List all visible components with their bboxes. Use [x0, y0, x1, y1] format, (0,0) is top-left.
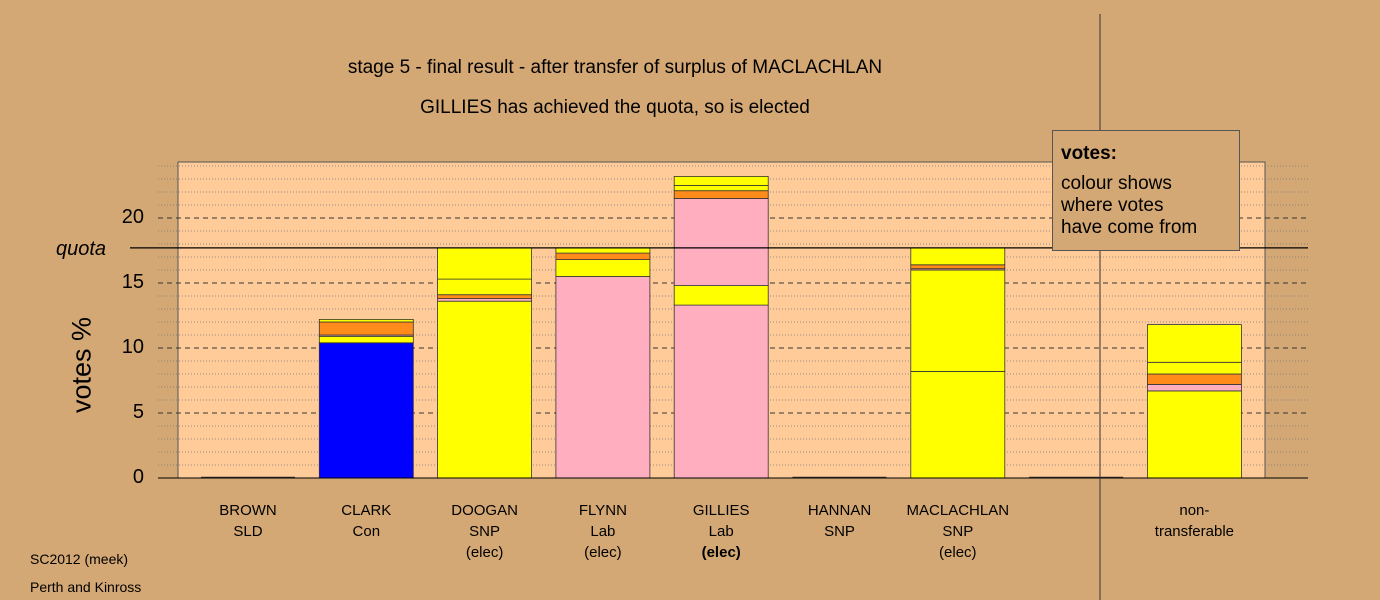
candidate-status: (elec) [939, 544, 977, 561]
bar-segment [673, 175, 769, 186]
bar-segment [318, 321, 414, 336]
bar-segment [555, 276, 651, 479]
bar-segment [910, 269, 1006, 372]
y-tick-label: 10 [121, 336, 144, 358]
bar-segment [673, 198, 769, 286]
footnote-source: SC2012 (meek) [30, 551, 129, 567]
legend-title: votes: [1061, 143, 1117, 164]
candidate-name: CLARK [341, 502, 392, 519]
bar-segment [318, 318, 414, 323]
bar-segment [437, 278, 533, 296]
bar-segment [673, 285, 769, 306]
candidate-status: (elec) [584, 544, 622, 561]
y-tick-label: 5 [132, 401, 144, 423]
candidate-party: SLD [233, 523, 263, 540]
bar-segment [555, 252, 651, 261]
candidate-name: non- [1179, 502, 1210, 519]
bar-segment [910, 247, 1006, 266]
candidate-label: DOOGAN SNP (elec) [420, 500, 550, 563]
candidate-status: (elec) [465, 544, 504, 561]
bar-segment [1147, 373, 1242, 385]
candidate-name: FLYNN [578, 502, 627, 519]
candidate-party: SNP [824, 523, 855, 540]
candidate-party: Lab [590, 523, 616, 540]
candidate-party: SNP [942, 523, 974, 540]
candidate-name: BROWN [219, 502, 277, 519]
y-tick-label: 20 [121, 206, 144, 228]
candidate-name: GILLIES [692, 502, 750, 519]
candidate-label: BROWN SLD [183, 500, 313, 542]
bar-segment [555, 247, 651, 254]
bar-segment [673, 190, 769, 199]
candidate-status: (elec) [701, 544, 741, 561]
bar-segment [555, 259, 651, 277]
candidate-name: MACLACHLAN [906, 502, 1010, 519]
candidate-name: DOOGAN [451, 502, 518, 519]
candidate-party: Con [352, 523, 381, 540]
bar-segment [318, 335, 414, 344]
candidate-label: GILLIES Lab (elec) [656, 500, 786, 563]
candidate-label: HANNAN SNP [775, 500, 905, 542]
bar-segment [437, 300, 533, 479]
candidate-label: non-transferable [1129, 500, 1259, 542]
bar-segment [318, 342, 414, 479]
candidate-party: Lab [708, 523, 734, 540]
y-tick-label: 15 [121, 271, 144, 293]
legend-text: colour shows where votes have come from [1061, 173, 1198, 238]
bar-segment [1147, 361, 1242, 375]
bar-segment [910, 264, 1006, 270]
quota-label: quota [56, 238, 107, 260]
candidate-label: CLARK Con [301, 500, 431, 542]
bar-segment [437, 294, 533, 300]
bar-segment [673, 304, 769, 479]
footnote-area: Perth and Kinross [30, 579, 142, 595]
chart-title: stage 5 - final result - after transfer … [347, 57, 883, 78]
candidate-label: FLYNN Lab (elec) [538, 500, 668, 563]
candidate-party: SNP [469, 523, 501, 540]
candidate-name: HANNAN [807, 502, 872, 519]
bar-segment [437, 247, 533, 280]
y-axis-label: votes % [66, 316, 97, 414]
y-tick-label: 0 [132, 466, 144, 488]
legend-box: votes: colour shows where votes have com… [1052, 130, 1240, 251]
bar-segment [673, 185, 769, 192]
bar-segment [1147, 383, 1242, 392]
bar-segment [1147, 390, 1242, 479]
candidate-party: transferable [1154, 523, 1234, 540]
bar-segment [910, 370, 1006, 479]
bar-segment [1147, 324, 1242, 363]
chart-subtitle: GILLIES has achieved the quota, so is el… [420, 97, 810, 118]
candidate-label: MACLACHLAN SNP (elec) [893, 500, 1023, 563]
